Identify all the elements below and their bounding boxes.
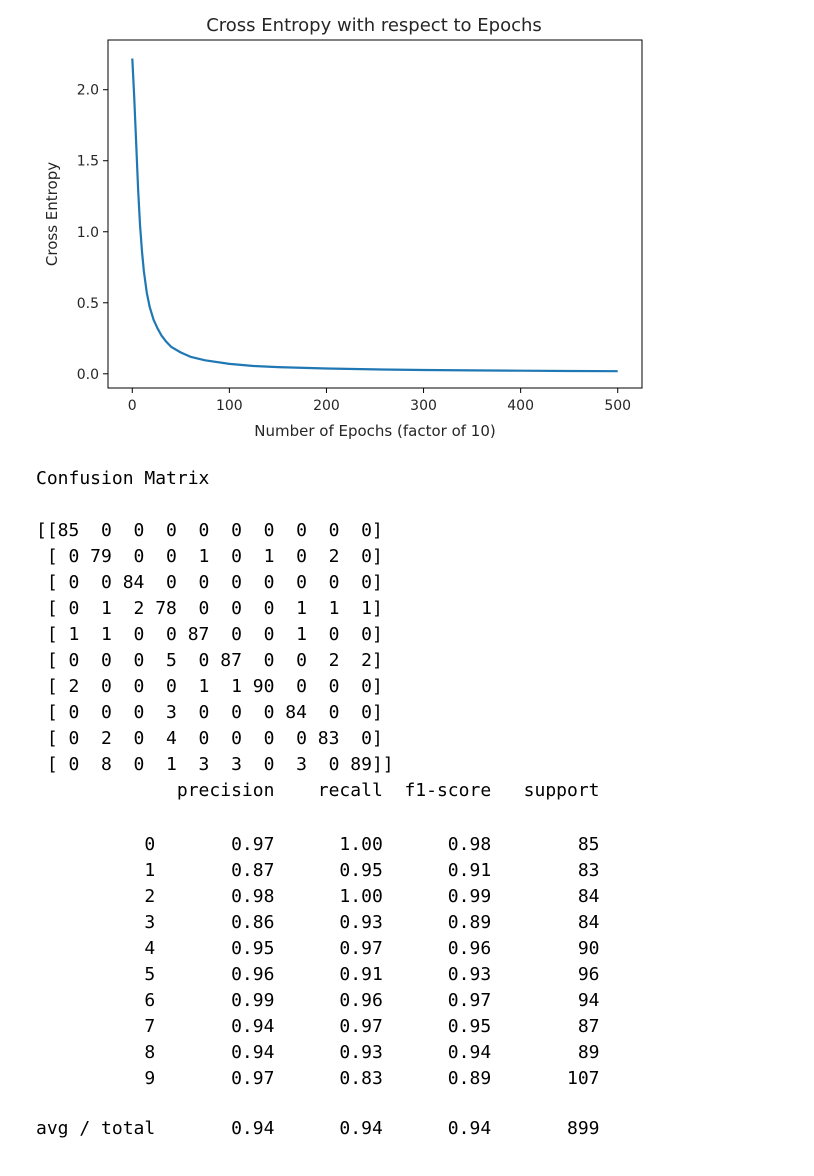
matrix-row: [ 0 1 2 78 0 0 0 1 1 1] — [36, 598, 383, 619]
matrix-row: [ 0 0 0 3 0 0 0 84 0 0] — [36, 702, 383, 723]
plot-area — [107, 39, 643, 389]
x-tick-label: 100 — [216, 398, 243, 414]
confusion-matrix-title: Confusion Matrix — [36, 468, 210, 489]
report-avg-total: avg / total 0.94 0.94 0.94 899 — [36, 1118, 600, 1139]
report-row: 6 0.99 0.96 0.97 94 — [36, 990, 600, 1011]
series-line — [131, 58, 618, 373]
matrix-row: [ 0 0 0 5 0 87 0 0 2 2] — [36, 650, 383, 671]
matrix-row: [ 1 1 0 0 87 0 0 1 0 0] — [36, 624, 383, 645]
x-axis-label: Number of Epochs (factor of 10) — [254, 422, 496, 440]
series-layer — [131, 58, 618, 373]
x-tick-label: 300 — [410, 398, 437, 414]
y-tick-label: 1.0 — [77, 225, 99, 241]
x-tick-label: 500 — [604, 398, 631, 414]
report-row: 1 0.87 0.95 0.91 83 — [36, 860, 600, 881]
matrix-row: [ 2 0 0 0 1 1 90 0 0 0] — [36, 676, 383, 697]
report-header: precision recall f1-score support — [36, 780, 600, 801]
report-row: 0 0.97 1.00 0.98 85 — [36, 834, 600, 855]
classification-report: 0 0.97 1.00 0.98 85 1 0.87 0.95 0.91 83 … — [36, 832, 600, 1092]
matrix-row: [ 0 2 0 4 0 0 0 0 83 0] — [36, 728, 383, 749]
x-tick-label: 400 — [507, 398, 534, 414]
report-row: 5 0.96 0.91 0.93 96 — [36, 964, 600, 985]
chart-title: Cross Entropy with respect to Epochs — [206, 15, 542, 36]
y-axis-label: Cross Entropy — [43, 162, 61, 266]
report-row: 9 0.97 0.83 0.89 107 — [36, 1068, 600, 1089]
report-row: 4 0.95 0.97 0.96 90 — [36, 938, 600, 959]
report-row: 2 0.98 1.00 0.99 84 — [36, 886, 600, 907]
y-tick-label: 0.5 — [77, 296, 99, 312]
matrix-row: [ 0 0 84 0 0 0 0 0 0 0] — [36, 572, 383, 593]
x-tick-label: 0 — [128, 398, 137, 414]
report-row: 3 0.86 0.93 0.89 84 — [36, 912, 600, 933]
report-row: 7 0.94 0.97 0.95 87 — [36, 1016, 600, 1037]
y-axis-ticks: 0.0 0.5 1.0 1.5 2.0 — [77, 83, 108, 383]
x-axis-ticks: 0 100 200 300 400 500 — [128, 388, 631, 414]
confusion-matrix: [[85 0 0 0 0 0 0 0 0 0] [ 0 79 0 0 1 0 1… — [36, 518, 394, 778]
report-row: 8 0.94 0.93 0.94 89 — [36, 1042, 600, 1063]
y-tick-label: 2.0 — [77, 83, 99, 99]
cross-entropy-chart: Cross Entropy with respect to Epochs 0 10… — [43, 15, 643, 440]
x-tick-label: 200 — [313, 398, 340, 414]
y-tick-label: 1.5 — [77, 154, 99, 170]
matrix-row: [ 0 79 0 0 1 0 1 0 2 0] — [36, 546, 383, 567]
y-tick-label: 0.0 — [77, 367, 99, 383]
matrix-row: [[85 0 0 0 0 0 0 0 0 0] — [36, 520, 383, 541]
matrix-row: [ 0 8 0 1 3 3 0 3 0 89]] — [36, 754, 394, 775]
